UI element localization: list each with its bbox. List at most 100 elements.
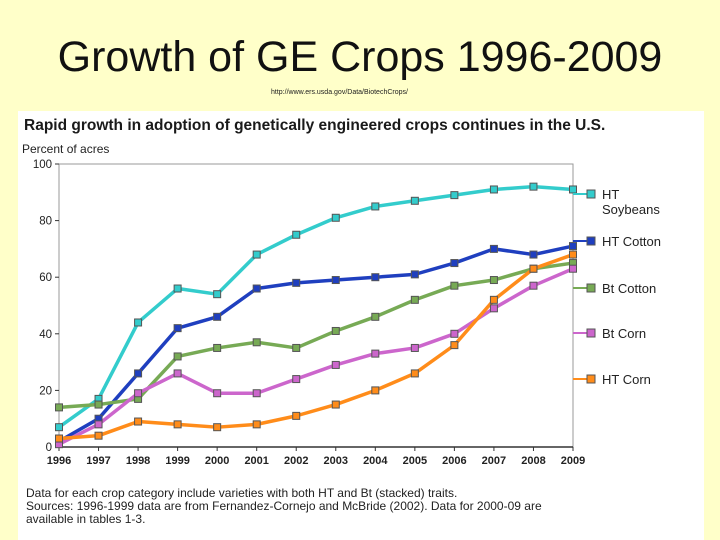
data-point bbox=[213, 343, 222, 352]
footnote-line: Sources: 1996-1999 data are from Fernand… bbox=[26, 499, 542, 513]
legend-label: Soybeans bbox=[602, 202, 660, 217]
x-tick-label: 2007 bbox=[482, 455, 506, 467]
data-point bbox=[252, 338, 261, 347]
data-point bbox=[213, 389, 222, 398]
legend-marker bbox=[586, 328, 596, 338]
data-point bbox=[569, 242, 577, 251]
data-point bbox=[450, 341, 459, 350]
x-tick-label: 1998 bbox=[126, 455, 150, 467]
chart-panel: Rapid growth in adoption of genetically … bbox=[18, 111, 704, 540]
x-tick-label: 2000 bbox=[205, 455, 229, 467]
data-point bbox=[252, 284, 261, 293]
data-point bbox=[489, 295, 498, 304]
data-point bbox=[569, 250, 577, 259]
data-point bbox=[173, 284, 182, 293]
x-tick-label: 2002 bbox=[284, 455, 308, 467]
data-point bbox=[331, 400, 340, 409]
data-point bbox=[489, 276, 498, 285]
y-axis-label: Percent of acres bbox=[22, 142, 110, 156]
y-tick-label: 40 bbox=[39, 329, 52, 341]
legend-label: HT Cotton bbox=[602, 234, 661, 249]
x-tick-label: 2003 bbox=[324, 455, 348, 467]
data-point bbox=[371, 349, 380, 358]
data-point bbox=[371, 202, 380, 211]
data-point bbox=[292, 411, 301, 420]
data-point bbox=[529, 182, 538, 191]
legend-marker bbox=[586, 189, 596, 199]
legend-label: HT bbox=[602, 187, 619, 202]
data-point bbox=[450, 191, 459, 200]
series-line bbox=[58, 244, 574, 443]
source-url[interactable]: http://www.ers.usda.gov/Data/BiotechCrop… bbox=[271, 89, 408, 96]
chart-title: Rapid growth in adoption of genetically … bbox=[24, 117, 606, 134]
data-point bbox=[213, 290, 222, 299]
line-chart: 0 20 40 60 80 100 1996 1997 1998 1999 2000 2001 2002… bbox=[33, 159, 661, 467]
data-point bbox=[569, 185, 577, 194]
data-point bbox=[252, 250, 261, 259]
y-tick-label: 60 bbox=[39, 272, 52, 284]
x-tick-label: 2009 bbox=[561, 455, 585, 467]
data-point bbox=[331, 213, 340, 222]
data-point bbox=[213, 423, 222, 432]
data-point bbox=[134, 417, 143, 426]
legend-marker bbox=[586, 283, 596, 293]
data-point bbox=[489, 185, 498, 194]
data-point bbox=[213, 312, 222, 321]
data-point bbox=[252, 389, 261, 398]
series-line bbox=[58, 252, 574, 441]
legend-label: HT Corn bbox=[602, 372, 651, 387]
data-point bbox=[450, 281, 459, 290]
data-point bbox=[489, 304, 498, 313]
data-point bbox=[529, 281, 538, 290]
data-point bbox=[252, 420, 261, 429]
data-point bbox=[55, 434, 63, 443]
data-point bbox=[292, 375, 301, 384]
footnote-line: Data for each crop category include vari… bbox=[26, 486, 458, 500]
data-point bbox=[371, 386, 380, 395]
data-point bbox=[94, 400, 103, 409]
data-point bbox=[569, 264, 577, 273]
data-point bbox=[94, 431, 103, 440]
data-point bbox=[55, 403, 63, 412]
data-point bbox=[94, 420, 103, 429]
data-point bbox=[292, 278, 301, 287]
y-tick-label: 20 bbox=[39, 385, 52, 397]
y-tick-label: 0 bbox=[46, 442, 52, 454]
chart-footnote: Data for each crop category include vari… bbox=[26, 487, 686, 526]
data-point bbox=[529, 250, 538, 259]
data-point bbox=[410, 369, 419, 378]
slide-title: Growth of GE Crops 1996-2009 bbox=[57, 33, 663, 81]
data-point bbox=[410, 295, 419, 304]
data-point bbox=[371, 312, 380, 321]
x-tick-label: 1997 bbox=[86, 455, 110, 467]
data-point bbox=[134, 318, 143, 327]
data-point bbox=[134, 369, 143, 378]
x-tick-label: 1999 bbox=[165, 455, 189, 467]
data-point bbox=[331, 276, 340, 285]
data-point bbox=[410, 343, 419, 352]
legend-marker bbox=[586, 374, 596, 384]
x-tick-label: 2006 bbox=[442, 455, 466, 467]
data-point bbox=[489, 244, 498, 253]
data-point bbox=[410, 196, 419, 205]
data-point bbox=[331, 360, 340, 369]
legend-label: Bt Corn bbox=[602, 326, 646, 341]
series-line bbox=[58, 267, 574, 446]
data-point bbox=[450, 259, 459, 268]
data-point bbox=[173, 352, 182, 361]
legend-label: Bt Cotton bbox=[602, 281, 656, 296]
data-point bbox=[292, 230, 301, 239]
legend-marker bbox=[586, 236, 596, 246]
data-point bbox=[134, 389, 143, 398]
data-point bbox=[292, 343, 301, 352]
data-point bbox=[173, 420, 182, 429]
series-line bbox=[57, 184, 574, 429]
x-tick-label: 2001 bbox=[244, 455, 268, 467]
data-point bbox=[410, 270, 419, 279]
y-tick-label: 80 bbox=[39, 216, 52, 228]
x-tick-label: 2004 bbox=[363, 455, 388, 467]
data-point bbox=[371, 273, 380, 282]
x-tick-label: 2005 bbox=[403, 455, 427, 467]
footnote-line: available in tables 1-3. bbox=[26, 512, 146, 526]
data-point bbox=[173, 324, 182, 333]
